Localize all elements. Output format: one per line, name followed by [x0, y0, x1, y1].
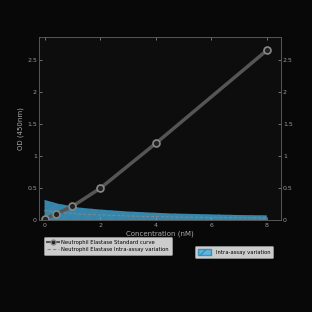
X-axis label: Concentration (nM): Concentration (nM)	[126, 230, 194, 237]
Y-axis label: OD (450nm): OD (450nm)	[18, 108, 24, 150]
Legend: Intra-assay variation: Intra-assay variation	[195, 246, 273, 258]
